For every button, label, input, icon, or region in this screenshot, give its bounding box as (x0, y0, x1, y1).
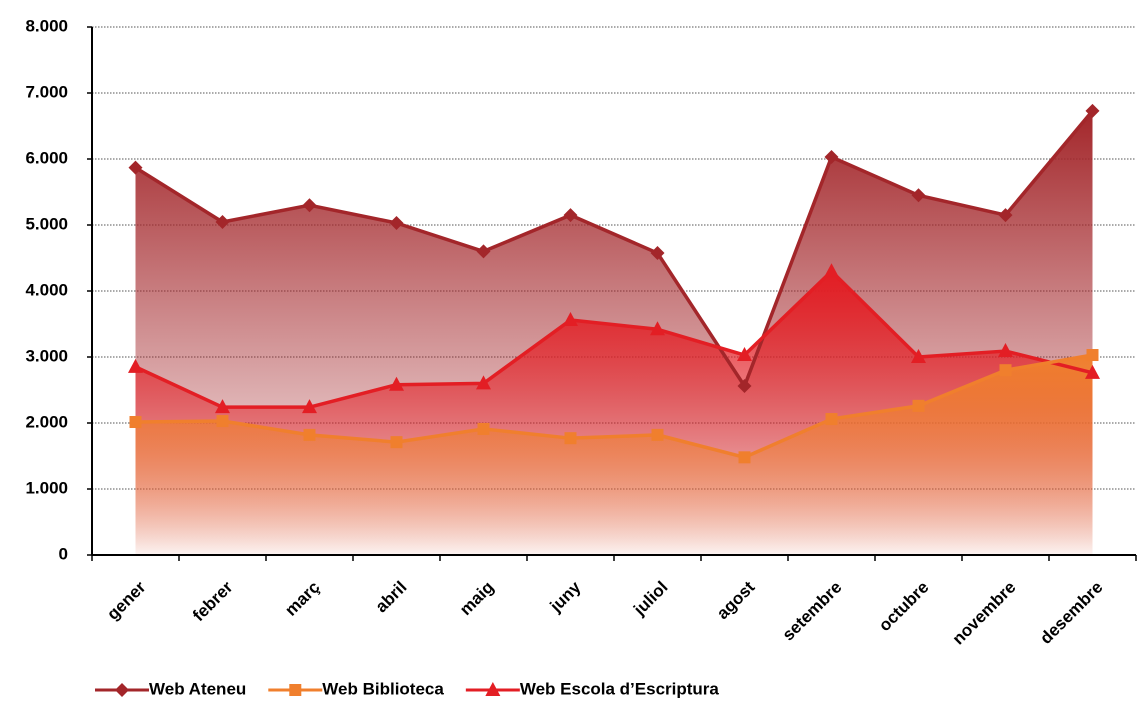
x-tick-label: juny (546, 577, 585, 616)
y-tick-label: 3.000 (25, 346, 68, 365)
y-tick-label: 5.000 (25, 214, 68, 233)
line (134, 109, 1094, 388)
marker (289, 684, 302, 696)
y-tick-label: 4.000 (25, 280, 68, 299)
marker (1086, 349, 1099, 362)
marker (824, 263, 839, 278)
marker (912, 399, 925, 412)
marker (563, 312, 578, 327)
x-tick-label: gener (103, 577, 149, 623)
line (134, 269, 1093, 409)
x-tick-label: juliol (629, 578, 671, 620)
x-tick-label: novembre (949, 578, 1020, 649)
x-tick-label: abril (372, 578, 411, 617)
x-tick-label: setembre (779, 578, 846, 645)
x-tick-label: maig (456, 578, 497, 619)
marker (651, 428, 664, 441)
y-tick-label: 0 (59, 544, 68, 563)
marker (389, 376, 404, 391)
marker (563, 208, 578, 223)
y-tick-label: 2.000 (25, 412, 68, 431)
legend-label: Web Biblioteca (322, 679, 444, 698)
marker (999, 364, 1012, 377)
marker (215, 215, 230, 230)
marker (824, 150, 839, 165)
x-tick-label: març (281, 578, 323, 620)
x-tick-label: agost (713, 577, 759, 623)
legend-label: Web Escola d’Escriptura (520, 679, 720, 698)
marker (303, 428, 316, 441)
marker (389, 216, 404, 231)
marker (128, 160, 143, 175)
marker (477, 422, 490, 435)
x-tick-label: febrer (189, 577, 237, 625)
marker (825, 413, 838, 426)
marker (911, 188, 926, 203)
marker (129, 416, 142, 429)
legend-label: Web Ateneu (149, 679, 246, 698)
marker (737, 347, 752, 362)
marker (115, 683, 129, 697)
x-tick-label: desembre (1036, 578, 1106, 648)
marker (737, 379, 752, 394)
marker (485, 682, 501, 696)
marker (302, 198, 317, 213)
marker (476, 244, 491, 259)
y-tick-label: 8.000 (25, 16, 68, 35)
marker (476, 375, 491, 390)
area (135, 355, 1093, 555)
line (135, 353, 1093, 460)
marker (215, 399, 230, 414)
marker (1085, 103, 1100, 118)
y-tick-label: 1.000 (25, 478, 68, 497)
marker (1085, 364, 1100, 379)
marker (390, 436, 403, 449)
y-tick-label: 6.000 (25, 148, 68, 167)
marker (998, 208, 1013, 223)
x-tick-label: octubre (875, 578, 933, 636)
marker (128, 358, 143, 373)
marker (216, 415, 229, 428)
marker (911, 349, 926, 363)
marker (302, 399, 317, 414)
marker (998, 343, 1013, 358)
marker (650, 246, 665, 261)
y-tick-label: 7.000 (25, 82, 68, 101)
marker (738, 451, 751, 464)
marker (564, 432, 577, 445)
marker (650, 321, 665, 336)
